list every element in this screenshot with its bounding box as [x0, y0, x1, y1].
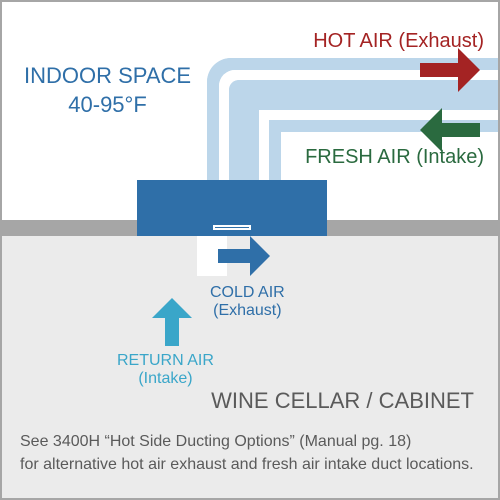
cold-line1: COLD AIR	[210, 284, 285, 301]
footer-line2: for alternative hot air exhaust and fres…	[20, 456, 474, 473]
indoor-line1: INDOOR SPACE	[24, 63, 191, 88]
footer-line1: See 3400H “Hot Side Ducting Options” (Ma…	[20, 433, 411, 450]
indoor-space-label: INDOOR SPACE 40-95°F	[24, 62, 191, 119]
cold-line2: (Exhaust)	[213, 302, 281, 319]
fresh-air-label: FRESH AIR (Intake)	[305, 146, 484, 169]
cooling-unit	[137, 180, 327, 236]
unit-vent-slot	[213, 225, 251, 230]
indoor-line2: 40-95°F	[68, 92, 147, 117]
wine-cellar-label: WINE CELLAR / CABINET	[211, 388, 474, 414]
footer-note: See 3400H “Hot Side Ducting Options” (Ma…	[20, 430, 480, 476]
return-line1: RETURN AIR	[117, 352, 214, 369]
return-line2: (Intake)	[138, 370, 192, 387]
return-air-label: RETURN AIR (Intake)	[117, 352, 214, 389]
hot-air-label: HOT AIR (Exhaust)	[313, 30, 484, 53]
cold-air-label: COLD AIR (Exhaust)	[210, 284, 285, 321]
diagram-frame: INDOOR SPACE 40-95°F HOT AIR (Exhaust) FR…	[0, 0, 500, 500]
